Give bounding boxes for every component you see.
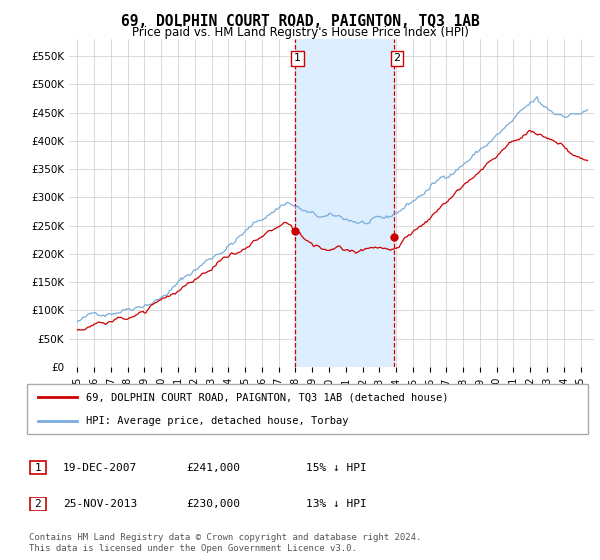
Text: Contains HM Land Registry data © Crown copyright and database right 2024.
This d: Contains HM Land Registry data © Crown c…	[29, 533, 421, 553]
Text: 2: 2	[34, 499, 41, 509]
Text: 69, DOLPHIN COURT ROAD, PAIGNTON, TQ3 1AB: 69, DOLPHIN COURT ROAD, PAIGNTON, TQ3 1A…	[121, 14, 479, 29]
Text: 13% ↓ HPI: 13% ↓ HPI	[306, 499, 367, 509]
Text: 19-DEC-2007: 19-DEC-2007	[63, 463, 137, 473]
Text: 15% ↓ HPI: 15% ↓ HPI	[306, 463, 367, 473]
Text: 1: 1	[294, 53, 301, 63]
Text: HPI: Average price, detached house, Torbay: HPI: Average price, detached house, Torb…	[86, 417, 349, 426]
Text: 1: 1	[34, 463, 41, 473]
FancyBboxPatch shape	[30, 461, 46, 474]
Text: 69, DOLPHIN COURT ROAD, PAIGNTON, TQ3 1AB (detached house): 69, DOLPHIN COURT ROAD, PAIGNTON, TQ3 1A…	[86, 392, 448, 402]
Text: 2: 2	[394, 53, 400, 63]
FancyBboxPatch shape	[30, 497, 46, 511]
Bar	[295, 39, 394, 367]
Text: Price paid vs. HM Land Registry's House Price Index (HPI): Price paid vs. HM Land Registry's House …	[131, 26, 469, 39]
FancyBboxPatch shape	[27, 384, 588, 434]
Text: £241,000: £241,000	[186, 463, 240, 473]
Text: 25-NOV-2013: 25-NOV-2013	[63, 499, 137, 509]
Text: £230,000: £230,000	[186, 499, 240, 509]
